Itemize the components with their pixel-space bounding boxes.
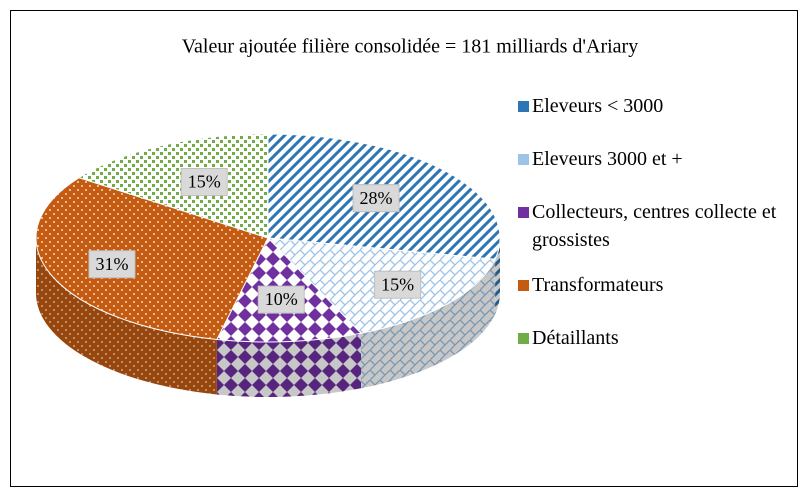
data-label: 15% (381, 274, 414, 294)
legend: Eleveurs < 3000 Eleveurs 3000 et + Collect… (518, 92, 788, 352)
legend-entry: Collecteurs, centres collecte et grossis… (518, 198, 788, 254)
data-label-box (180, 168, 228, 197)
legend-entry: Transformateurs (518, 271, 788, 299)
pie-side (361, 259, 496, 389)
chart-title: Valeur ajoutée filière consolidée = 181 … (182, 36, 638, 58)
data-label: 28% (360, 188, 393, 208)
legend-entry: Détaillants (518, 324, 788, 352)
pie-side-shade (361, 259, 496, 389)
data-label-box (88, 250, 136, 279)
pie-slice (77, 133, 269, 239)
legend-swatch (518, 333, 529, 344)
data-label: 10% (265, 289, 298, 309)
legend-swatch (518, 207, 529, 218)
legend-label: Collecteurs, centres collecte et grossis… (532, 201, 777, 251)
data-label-box (257, 285, 305, 314)
pie-slice (35, 177, 269, 340)
data-label: 15% (188, 172, 221, 192)
pie-side (216, 333, 362, 397)
legend-label: Détaillants (532, 327, 619, 349)
legend-entry: Eleveurs 3000 et + (518, 145, 788, 173)
legend-label: Eleveurs 3000 et + (532, 148, 683, 170)
legend-entry: Eleveurs < 3000 (518, 92, 788, 120)
data-label-box (374, 270, 422, 299)
legend-label: Transformateurs (532, 274, 664, 296)
data-label-box (352, 184, 400, 213)
data-label: 31% (95, 254, 128, 274)
pie-side (36, 238, 217, 395)
legend-swatch (518, 154, 529, 165)
legend-swatch (518, 101, 529, 112)
legend-label: Eleveurs < 3000 (532, 95, 664, 117)
pie-side-shade (216, 333, 362, 397)
pie-side-shade (36, 238, 217, 395)
legend-swatch (518, 280, 529, 291)
